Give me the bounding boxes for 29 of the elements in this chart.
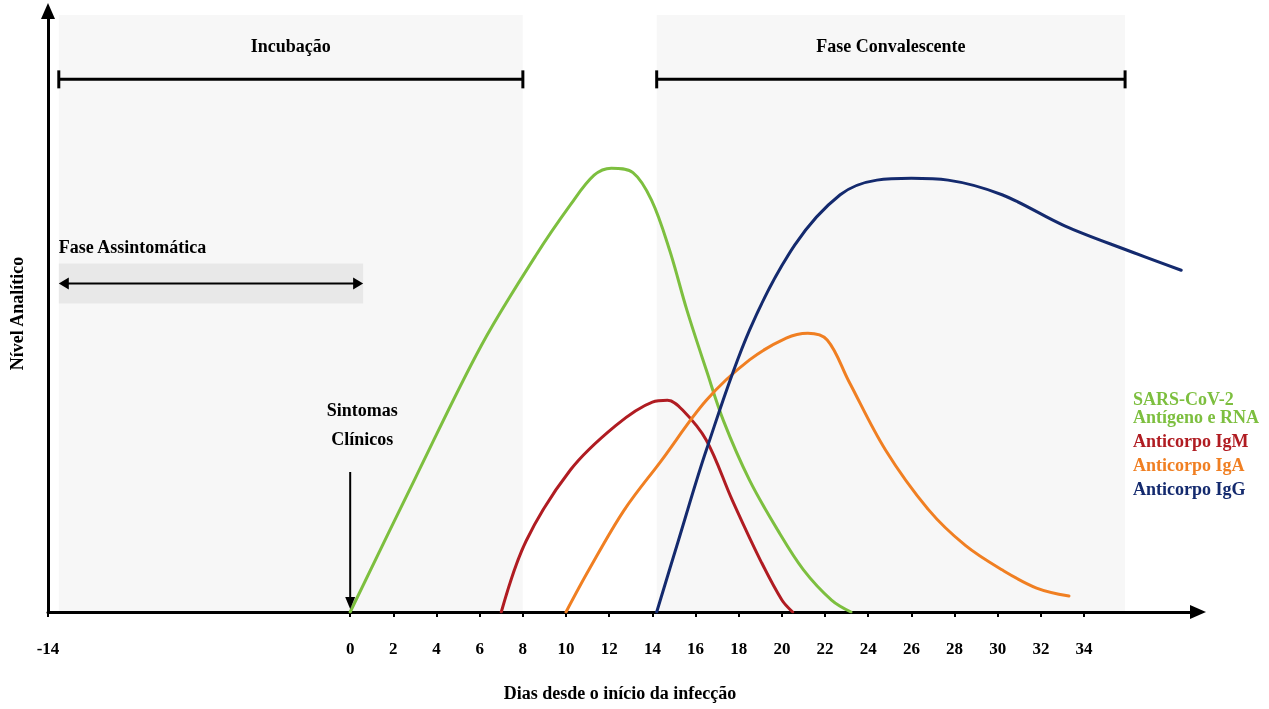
x-tick-label: 6	[475, 639, 484, 658]
y-axis-title: Nível Analítico	[7, 256, 27, 371]
annotation: Sintomas Clínicos	[326, 400, 398, 449]
x-tick-label: 32	[1032, 639, 1050, 658]
x-tick-label: 30	[989, 639, 1007, 658]
x-tick-label: 22	[816, 639, 834, 658]
band-label: Fase Convalescente	[816, 36, 966, 57]
x-tick-label: 24	[859, 639, 878, 658]
x-tick-label: 20	[773, 639, 791, 658]
x-axis-title: Dias desde o início da infecção	[503, 683, 737, 703]
x-tick-label: 8	[518, 639, 528, 658]
text: SARS-CoV-2 Antígeno e RNA	[1133, 389, 1260, 427]
x-tick-label: 4	[432, 639, 442, 658]
text: Anticorpo IgG	[1133, 479, 1246, 499]
x-tick-label: 2	[389, 639, 398, 658]
text: Anticorpo IgA	[1133, 455, 1245, 475]
band-label: Incubação	[250, 36, 331, 57]
x-tick-label: 10	[557, 639, 575, 658]
x-tick-label: 18	[730, 639, 748, 658]
x-tick-label: 12	[600, 639, 618, 658]
x-tick-label: 34	[1075, 639, 1094, 658]
band-label: Fase Assintomática	[58, 236, 207, 257]
x-tick-label: 26	[902, 639, 920, 658]
x-tick-label: -14	[36, 639, 60, 658]
text: Anticorpo IgM	[1133, 431, 1249, 451]
x-tick-label: 0	[345, 639, 355, 658]
x-tick-label: 28	[946, 639, 964, 658]
x-tick-label: 14	[643, 639, 662, 658]
x-tick-label: 16	[687, 639, 705, 658]
